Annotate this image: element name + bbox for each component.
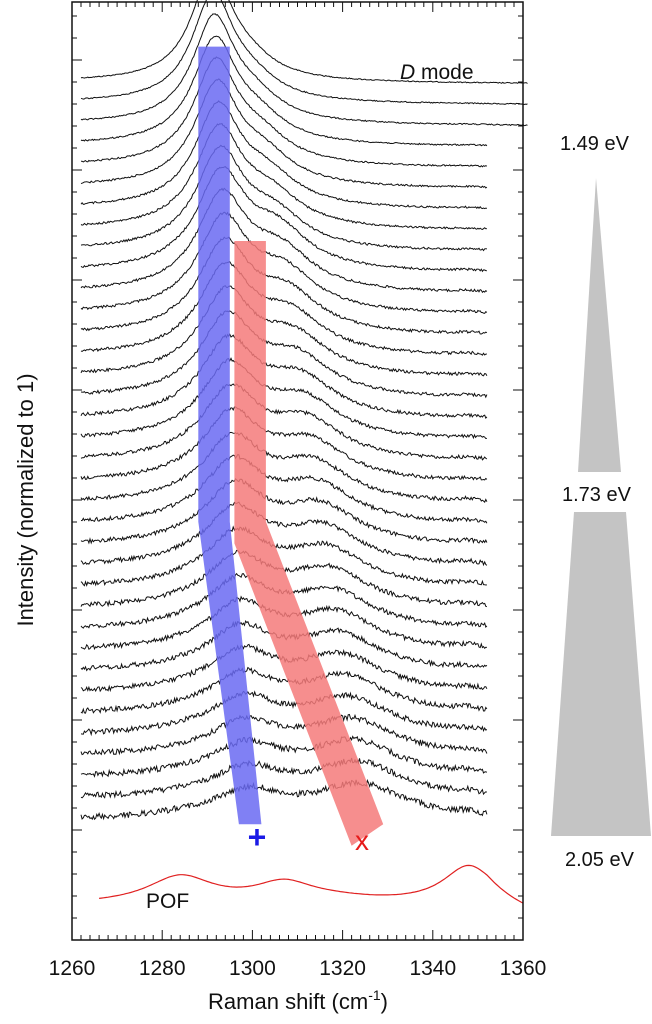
spectrum-line bbox=[80, 56, 488, 168]
spectrum-line bbox=[80, 187, 488, 294]
x-tick-label: 1260 bbox=[49, 957, 96, 980]
spectrum-line bbox=[80, 431, 488, 503]
y-axis-title: Intensity (normalized to 1) bbox=[13, 373, 38, 626]
peak-bands bbox=[198, 46, 384, 846]
spectra-layer bbox=[80, 0, 528, 821]
spectrum-line bbox=[80, 211, 488, 314]
energy-label-1: 1.49 eV bbox=[560, 133, 630, 155]
energy-label-2: 1.73 eV bbox=[562, 484, 632, 506]
pof-label: POF bbox=[146, 890, 189, 913]
spectrum-line bbox=[80, 778, 488, 821]
x-axis-title-sup: -1 bbox=[368, 987, 381, 1003]
pof-layer bbox=[99, 864, 524, 904]
spectrum-line bbox=[80, 100, 488, 210]
spectrum-line bbox=[80, 236, 488, 335]
mode-label-italic: D bbox=[400, 61, 415, 84]
spectrum-line bbox=[80, 477, 488, 545]
energy-wedge-upper bbox=[578, 178, 621, 472]
spectrum-line bbox=[80, 690, 488, 737]
mode-label: D mode bbox=[400, 61, 474, 84]
spectrum-line bbox=[80, 666, 488, 714]
peak-band-plus bbox=[198, 46, 262, 825]
spectrum-line bbox=[80, 13, 528, 127]
spectrum-line bbox=[80, 757, 488, 799]
spectrum-line bbox=[80, 78, 488, 189]
x-axis-title: Raman shift (cm-1) bbox=[208, 987, 388, 1014]
x-marker: x bbox=[355, 825, 369, 856]
spectrum-line bbox=[80, 406, 488, 481]
spectrum-line bbox=[80, 285, 488, 377]
axes: 1260 1280 1300 1320 1340 1360 bbox=[49, 1, 547, 980]
spectrum-line bbox=[80, 0, 528, 84]
spectrum-line bbox=[80, 122, 487, 231]
spectrum-line bbox=[80, 454, 488, 524]
spectrum-line bbox=[80, 525, 487, 587]
x-tick-label: 1360 bbox=[500, 957, 547, 980]
x-tick-label: 1340 bbox=[409, 957, 456, 980]
x-tick-label: 1300 bbox=[229, 957, 276, 980]
spectrum-line bbox=[80, 310, 488, 399]
x-axis-title-main: Raman shift (cm bbox=[208, 989, 368, 1014]
spectrum-line bbox=[80, 165, 487, 273]
energy-scale: 1.49 eV 1.73 eV 2.05 eV bbox=[551, 133, 651, 871]
x-tick-label: 1280 bbox=[139, 957, 186, 980]
energy-wedge-lower bbox=[551, 512, 651, 836]
x-axis-title-end: ) bbox=[381, 989, 388, 1014]
spectrum-line bbox=[80, 333, 488, 420]
energy-label-3: 2.05 eV bbox=[565, 849, 635, 871]
spectrum-line bbox=[80, 357, 487, 440]
plot-frame bbox=[71, 1, 524, 941]
plus-marker: + bbox=[248, 819, 267, 855]
mode-label-rest: mode bbox=[415, 61, 473, 84]
pof-line bbox=[99, 864, 524, 904]
spectrum-line bbox=[80, 261, 487, 356]
x-tick-label: 1320 bbox=[319, 957, 366, 980]
spectrum-line bbox=[80, 735, 488, 778]
spectrum-line bbox=[80, 0, 528, 106]
spectrum-line bbox=[80, 383, 488, 461]
spectrum-line bbox=[80, 713, 488, 756]
spectrum-line bbox=[80, 35, 488, 147]
peak-band-x bbox=[234, 241, 384, 846]
spectrum-line bbox=[80, 144, 487, 252]
spectrum-line bbox=[80, 501, 488, 567]
